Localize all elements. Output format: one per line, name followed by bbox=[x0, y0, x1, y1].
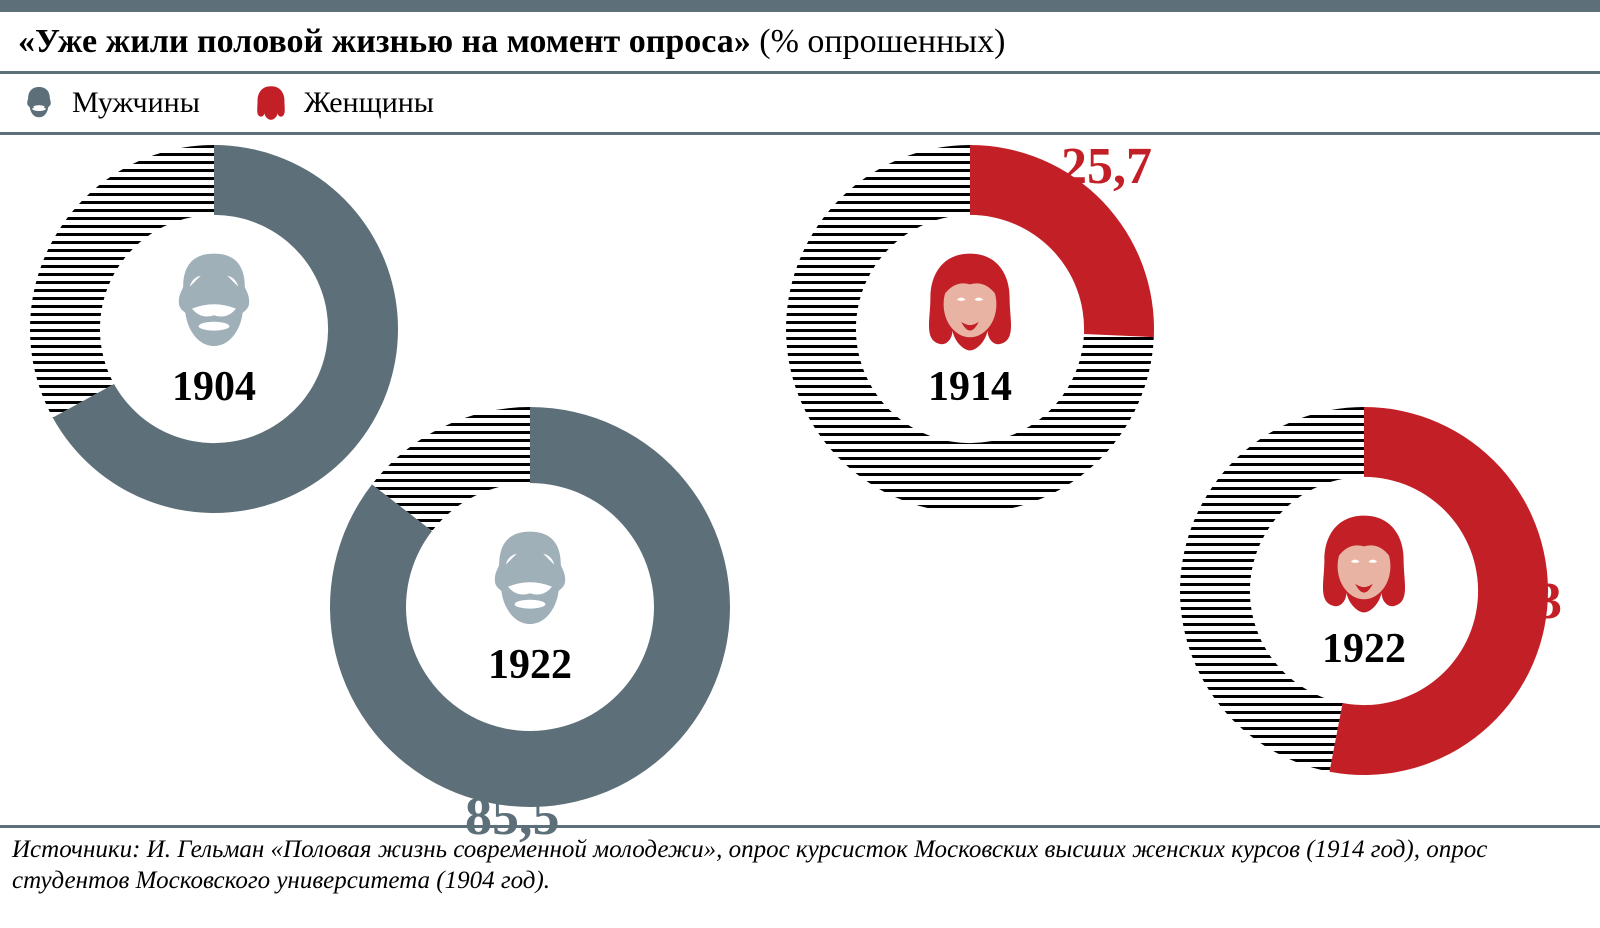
value-label-m1904: 67 bbox=[340, 310, 392, 369]
year-label: 1914 bbox=[928, 363, 1012, 411]
legend-male-label: Мужчины bbox=[72, 86, 200, 120]
chart-center-m1922: 1922 bbox=[475, 525, 585, 689]
top-bar bbox=[0, 0, 1600, 12]
chart-f1914: 191425,7 bbox=[786, 145, 1154, 513]
value-label-f1914: 25,7 bbox=[1061, 137, 1152, 196]
charts-area: 1904 67 192285,5 bbox=[0, 135, 1600, 825]
year-label: 1922 bbox=[1322, 625, 1406, 673]
value-label-m1922: 85,5 bbox=[465, 785, 560, 847]
title-normal: (% опрошенных) bbox=[751, 23, 1006, 60]
female-face-icon bbox=[915, 247, 1025, 357]
legend-male: Мужчины bbox=[18, 82, 200, 124]
male-face-icon bbox=[159, 247, 269, 357]
year-label: 1904 bbox=[172, 363, 256, 411]
chart-m1922: 192285,5 bbox=[330, 407, 730, 807]
chart-center-f1914: 1914 bbox=[915, 247, 1025, 411]
title-bold: «Уже жили половой жизнью на момент опрос… bbox=[18, 23, 751, 60]
chart-f1922: 192253 bbox=[1180, 407, 1548, 775]
legend: Мужчины Женщины bbox=[0, 74, 1600, 132]
footer-source: Источники: И. Гельман «Половая жизнь сов… bbox=[0, 828, 1600, 903]
legend-female-label: Женщины bbox=[304, 86, 434, 120]
chart-center-f1922: 1922 bbox=[1309, 509, 1419, 673]
legend-female: Женщины bbox=[250, 82, 434, 124]
chart-title: «Уже жили половой жизнью на момент опрос… bbox=[0, 12, 1600, 71]
chart-center-m1904: 1904 bbox=[159, 247, 269, 411]
female-face-icon bbox=[1309, 509, 1419, 619]
male-face-icon bbox=[475, 525, 585, 635]
year-label: 1922 bbox=[488, 641, 572, 689]
female-icon bbox=[250, 82, 292, 124]
male-icon bbox=[18, 82, 60, 124]
value-label-f1922: 53 bbox=[1510, 572, 1562, 631]
